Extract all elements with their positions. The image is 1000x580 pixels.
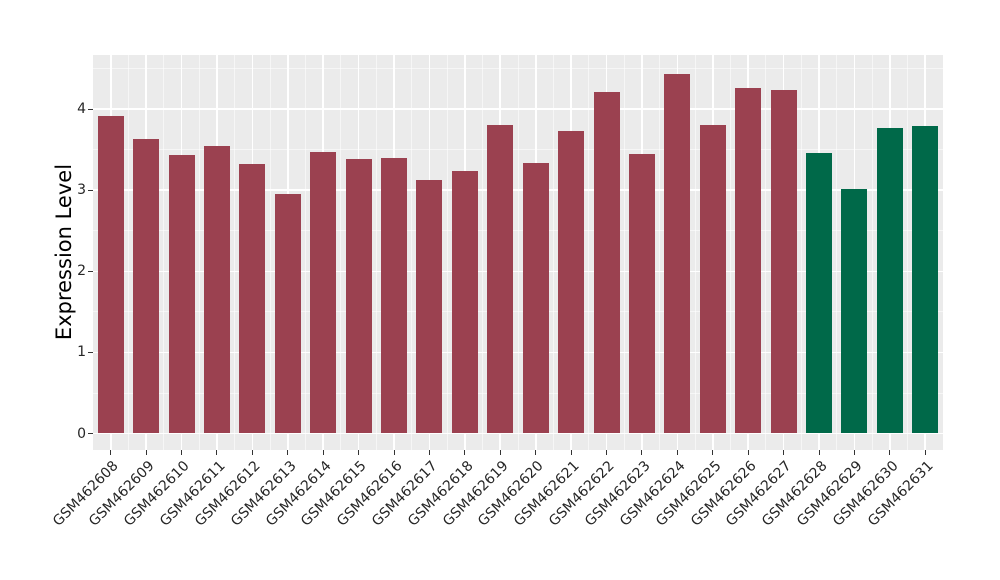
gridline-minor-v <box>198 55 200 450</box>
gridline-minor-v <box>340 55 342 450</box>
bar-GSM462623 <box>628 153 655 434</box>
x-axis-tick <box>464 450 466 455</box>
bar-GSM462621 <box>558 130 585 434</box>
gridline-minor-v <box>269 55 271 450</box>
gridline-minor-v <box>305 55 306 450</box>
bar-GSM462617 <box>416 179 443 434</box>
bar-GSM462631 <box>912 126 939 434</box>
x-axis-tick <box>358 450 360 455</box>
bar-GSM462608 <box>97 115 124 434</box>
x-axis-tick <box>853 450 855 455</box>
bar-GSM462620 <box>522 163 549 434</box>
gridline-minor-v <box>659 55 661 450</box>
y-tick-label: 0 <box>77 425 86 442</box>
gridline-minor-v <box>694 55 696 450</box>
x-axis-tick <box>783 450 785 455</box>
x-axis-tick <box>216 450 218 455</box>
x-axis-tick <box>251 450 253 455</box>
bar-GSM462609 <box>133 139 160 434</box>
gridline-major-h <box>93 270 943 273</box>
y-axis-tick <box>88 270 93 272</box>
bar-GSM462624 <box>664 74 691 434</box>
bar-GSM462619 <box>487 125 514 434</box>
gridline-minor-v <box>730 55 731 450</box>
gridline-major-h <box>93 108 943 110</box>
x-axis-tick <box>606 450 608 455</box>
x-axis-tick <box>641 450 643 455</box>
x-axis-tick <box>924 450 926 455</box>
gridline-minor-v <box>871 55 873 450</box>
gridline-major-h <box>93 432 943 435</box>
x-axis-tick <box>535 450 537 455</box>
x-axis-tick <box>322 450 324 455</box>
bar-GSM462613 <box>274 194 301 434</box>
x-axis-tick <box>712 450 714 455</box>
y-tick-label: 3 <box>77 182 86 199</box>
x-axis-tick <box>145 450 147 455</box>
gridline-minor-v <box>623 55 625 450</box>
x-axis-tick <box>110 450 112 455</box>
bar-GSM462618 <box>451 170 478 434</box>
gridline-minor-v <box>127 55 129 450</box>
gridline-minor-v <box>552 55 554 450</box>
gridline-minor-v <box>765 55 767 450</box>
gridline-minor-v <box>517 55 519 450</box>
y-axis-tick <box>88 433 93 434</box>
y-axis-tick <box>88 351 93 353</box>
bar-GSM462627 <box>770 89 797 434</box>
x-axis-tick <box>428 450 430 455</box>
gridline-minor-v <box>234 55 236 450</box>
bar-GSM462625 <box>699 124 726 434</box>
bar-GSM462630 <box>876 127 903 434</box>
x-axis-tick <box>818 450 820 455</box>
x-axis-tick <box>287 450 289 455</box>
y-axis-tick <box>88 108 93 110</box>
bar-GSM462629 <box>841 189 868 434</box>
x-axis-tick <box>499 450 501 455</box>
y-tick-label: 1 <box>77 344 86 361</box>
bar-GSM462611 <box>203 145 230 434</box>
x-axis-tick <box>676 450 678 455</box>
y-tick-label: 2 <box>77 263 86 280</box>
x-axis-tick <box>570 450 572 455</box>
bar-GSM462615 <box>345 158 372 434</box>
bar-GSM462628 <box>806 152 833 434</box>
x-axis-tick <box>889 450 891 455</box>
gridline-minor-v <box>588 55 590 450</box>
gridline-major-h <box>93 351 943 354</box>
y-axis-title: Expression Level <box>52 163 76 341</box>
x-axis-tick <box>747 450 749 455</box>
y-axis-tick <box>88 189 93 191</box>
bar-GSM462626 <box>735 88 762 434</box>
gridline-minor-v <box>482 55 484 450</box>
gridline-minor-v <box>836 55 838 450</box>
bar-GSM462622 <box>593 92 620 434</box>
y-tick-label: 4 <box>77 101 86 118</box>
bar-GSM462616 <box>381 157 408 434</box>
gridline-minor-v <box>907 55 909 450</box>
x-axis-tick <box>181 450 183 455</box>
gridline-minor-v <box>411 55 413 450</box>
gridline-minor-v <box>446 55 448 450</box>
gridline-minor-v <box>800 55 802 450</box>
bar-GSM462610 <box>168 154 195 434</box>
gridline-major-h <box>93 189 943 191</box>
bar-GSM462612 <box>239 164 266 434</box>
plot-panel <box>93 55 943 450</box>
bar-GSM462614 <box>310 152 337 434</box>
x-axis-tick <box>393 450 395 455</box>
gridline-minor-v <box>163 55 165 450</box>
gridline-minor-v <box>375 55 377 450</box>
